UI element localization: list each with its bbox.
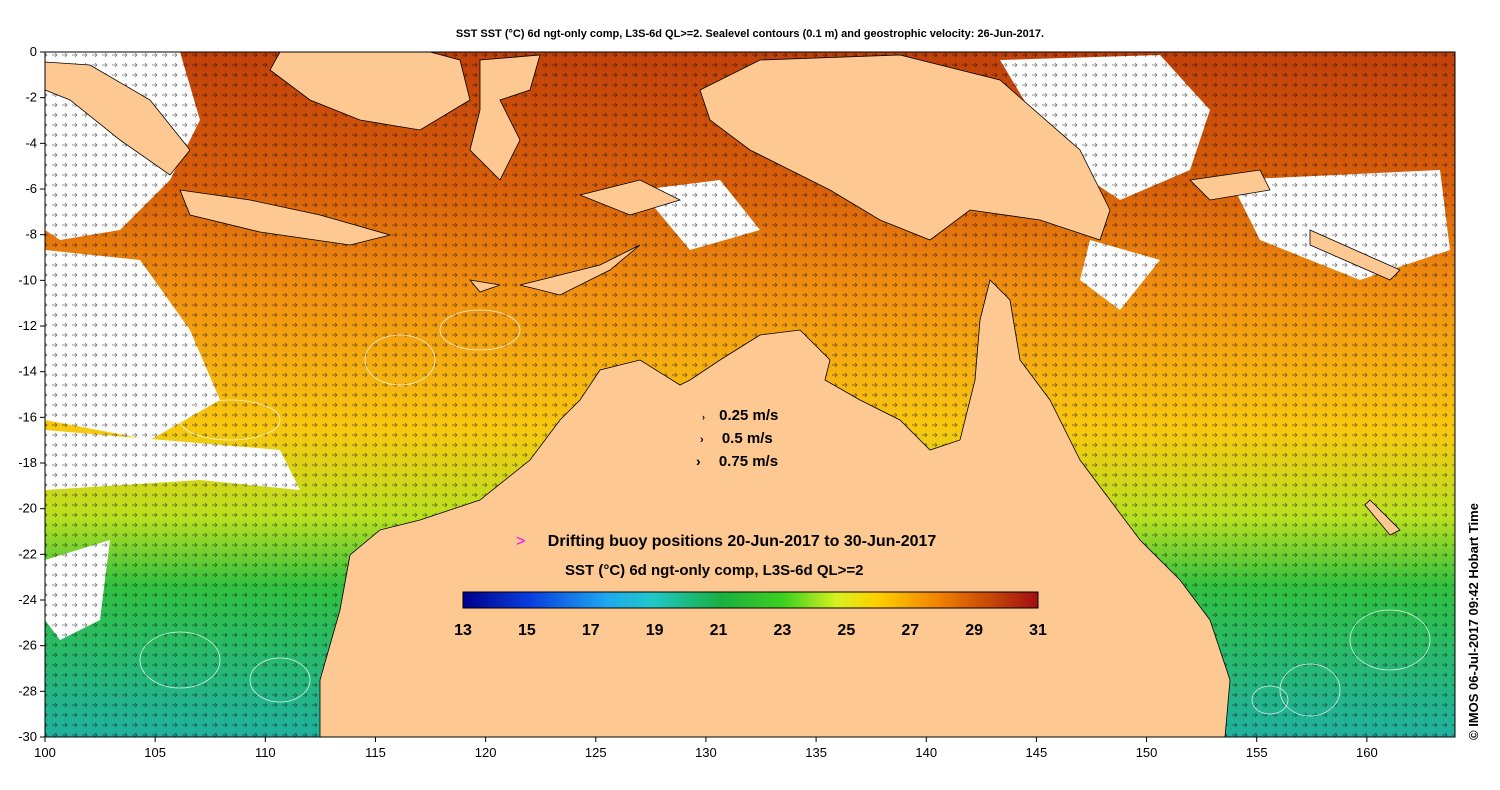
colorbar-tick-label: 27	[901, 622, 919, 639]
y-tick-label: 0	[30, 44, 37, 59]
x-tick-label: 110	[255, 745, 276, 760]
land-timor	[519, 244, 641, 296]
colorbar-tick-label: 17	[582, 622, 600, 639]
colorbar-tick-label: 29	[965, 622, 983, 639]
y-tick-label: -8	[25, 227, 37, 242]
x-tick-label: 150	[1136, 745, 1158, 760]
land-solomons	[1309, 229, 1401, 281]
colorbar-title: SST (°C) 6d ngt-only comp, L3S-6d QL>=2	[565, 562, 864, 579]
x-tick-label: 120	[475, 745, 497, 760]
map-title: SST SST (°C) 6d ngt-only comp, L3S-6d QL…	[455, 28, 1045, 40]
colorbar-tick-label: 13	[454, 622, 472, 639]
velocity-arrow-icon: ›	[702, 412, 705, 422]
colorbar: 13 15 17 19 21 23 25 27 29 31	[454, 591, 1047, 639]
land-sumatra	[44, 61, 191, 176]
y-tick-label: -18	[18, 455, 37, 470]
buoy-legend-label: Drifting buoy positions 20-Jun-2017 to 3…	[547, 533, 937, 550]
y-tick-label: -10	[18, 272, 37, 287]
velocity-legend-label: 0.75 m/s	[718, 453, 779, 470]
colorbar-gradient	[462, 591, 1039, 609]
colorbar-tick-label: 15	[518, 622, 536, 639]
y-tick-label: -2	[25, 90, 37, 105]
colorbar-tick-label: 19	[646, 622, 664, 639]
sealevel-contours	[139, 309, 1431, 717]
x-axis: 100 105 110 115 120 125 130 135 140 145 150 155 160	[34, 737, 1378, 760]
colorbar-tick-label: 31	[1029, 622, 1047, 639]
x-tick-label: 160	[1356, 745, 1378, 760]
land-new-caledonia	[1364, 499, 1401, 536]
x-tick-label: 125	[585, 745, 607, 760]
velocity-arrow-icon: ›	[696, 453, 701, 469]
y-tick-label: -12	[18, 318, 37, 333]
y-axis: 0 -2 -4 -6 -8 -10 -12 -14 -16 -18 -20 -22 -24 -26 -28 -…	[18, 44, 45, 744]
y-tick-label: -26	[18, 638, 37, 653]
x-tick-label: 105	[144, 745, 166, 760]
y-tick-label: -14	[18, 364, 37, 379]
land-sumba	[469, 279, 501, 293]
colorbar-ticks: 13 15 17 19 21 23 25 27 29 31	[454, 622, 1047, 639]
y-tick-label: -28	[18, 683, 37, 698]
y-tick-label: -30	[18, 729, 37, 744]
credit-label: © IMOS 06-Jul-2017 09:42 Hobart Time	[1466, 503, 1481, 740]
x-tick-label: 115	[365, 745, 386, 760]
x-tick-label: 155	[1246, 745, 1268, 760]
velocity-arrow-icon: ›	[700, 434, 704, 446]
colorbar-tick-label: 21	[710, 622, 728, 639]
buoy-marker-icon: >	[516, 533, 526, 550]
y-tick-label: -24	[18, 592, 37, 607]
land	[44, 51, 1401, 738]
plot-area	[44, 51, 1456, 738]
y-tick-label: -22	[18, 546, 37, 561]
velocity-legend-1: › 0.25 m/s	[702, 407, 778, 424]
land-sulawesi	[469, 54, 541, 181]
velocity-legend-2: › 0.5 m/s	[700, 430, 773, 447]
y-tick-label: -20	[18, 501, 37, 516]
velocity-legend-label: 0.5 m/s	[721, 430, 773, 447]
y-tick-label: -16	[18, 409, 37, 424]
land-seram	[578, 179, 682, 216]
land-new-guinea	[699, 54, 1111, 241]
velocity-legend-label: 0.25 m/s	[719, 407, 779, 424]
colorbar-tick-label: 25	[837, 622, 855, 639]
land-new-britain	[1189, 169, 1271, 201]
x-tick-label: 100	[34, 745, 56, 760]
x-tick-label: 130	[695, 745, 717, 760]
x-tick-label: 140	[915, 745, 937, 760]
colorbar-tick-label: 23	[774, 622, 792, 639]
land-java	[179, 189, 392, 246]
x-tick-label: 145	[1026, 745, 1048, 760]
x-tick-label: 135	[805, 745, 827, 760]
buoy-legend: > Drifting buoy positions 20-Jun-2017 to…	[516, 533, 936, 551]
velocity-legend-3: › 0.75 m/s	[696, 453, 778, 470]
y-tick-label: -4	[25, 135, 37, 150]
land-borneo	[269, 51, 471, 131]
land-australia	[319, 279, 1231, 738]
plot-frame	[44, 51, 1456, 738]
y-tick-label: -6	[25, 181, 37, 196]
